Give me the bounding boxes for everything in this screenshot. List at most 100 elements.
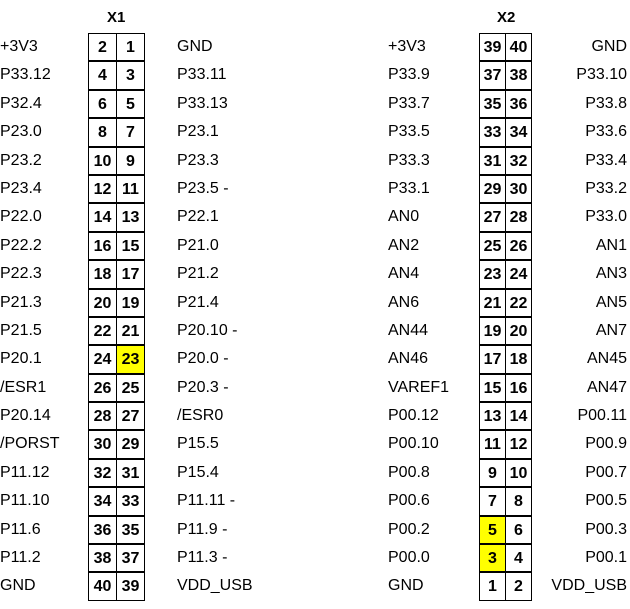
pin-number: 13 (479, 402, 506, 431)
pin-number: 6 (88, 89, 117, 119)
pin-row: AN0 27 28 P33.0 (384, 203, 630, 232)
pin-number: 30 (505, 174, 532, 204)
signal-label-left: GND (388, 577, 424, 595)
pin-row: AN2 25 26 AN1 (384, 231, 630, 261)
pin-number: 10 (505, 458, 532, 488)
pin-number: 21 (479, 288, 506, 317)
signal-label-left: /ESR1 (0, 378, 47, 396)
signal-label-right: P15.4 (177, 463, 219, 481)
pin-number: 21 (116, 316, 145, 346)
signal-label-left: P33.5 (388, 123, 430, 141)
pin-number: 9 (116, 146, 145, 175)
signal-label-right: AN5 (595, 293, 627, 311)
signal-label-left: AN44 (388, 321, 429, 339)
signal-label-right: P22.1 (177, 208, 219, 226)
pin-number: 12 (88, 174, 117, 204)
pin-number: 31 (116, 458, 145, 488)
signal-label-right: AN3 (595, 265, 627, 283)
pin-number: 36 (88, 515, 117, 545)
pin-number: 18 (88, 260, 117, 289)
pin-number: 20 (88, 288, 117, 317)
pin-number: 37 (479, 61, 506, 90)
pin-row: AN6 21 22 AN5 (384, 288, 630, 317)
signal-label-right: P33.4 (585, 151, 627, 169)
pin-number: 17 (479, 345, 506, 374)
pin-number: 7 (479, 487, 506, 516)
pin-row: P00.2 5 6 P00.3 (384, 515, 630, 545)
pin-number: 12 (505, 430, 532, 459)
signal-label-right: P00.11 (577, 407, 627, 425)
signal-label-left: /PORST (0, 435, 60, 453)
signal-label-left: P23.4 (0, 179, 42, 197)
signal-label-left: P33.3 (388, 151, 430, 169)
signal-label-right: P20.3 - (177, 378, 229, 396)
connector-x1-title: X1 (107, 9, 126, 26)
signal-label-left: GND (0, 577, 36, 595)
pin-number: 5 (116, 89, 145, 119)
pin-row: AN46 17 18 AN45 (384, 345, 630, 374)
signal-label-left: P23.2 (0, 151, 42, 169)
signal-label-left: P11.2 (0, 549, 41, 567)
pin-row: P33.12 4 3 P33.11 (0, 61, 262, 90)
signal-label-left: P23.0 (0, 123, 42, 141)
signal-label-right: P23.3 (177, 151, 219, 169)
pin-number: 2 (505, 572, 532, 601)
pin-row: AN4 23 24 AN3 (384, 260, 630, 289)
pin-row: P33.7 35 36 P33.8 (384, 89, 630, 119)
pin-number: 27 (116, 402, 145, 431)
signal-label-left: P33.9 (388, 66, 430, 84)
signal-label-left: +3V3 (0, 38, 38, 55)
pin-number: 25 (479, 231, 506, 261)
signal-label-left: +3V3 (388, 38, 426, 55)
signal-label-left: P20.14 (0, 407, 51, 425)
pin-number: 15 (116, 231, 145, 261)
signal-label-left: P00.12 (388, 407, 439, 425)
signal-label-left: P21.3 (0, 293, 42, 311)
pin-row: +3V3 2 1 GND (0, 33, 262, 62)
signal-label-right: P00.5 (585, 492, 627, 510)
signal-label-left: P00.2 (388, 520, 430, 538)
signal-label-right: P00.9 (585, 435, 627, 453)
pin-number: 31 (479, 146, 506, 175)
pin-number: 22 (505, 288, 532, 317)
pin-number: 40 (88, 572, 117, 601)
signal-label-right: P33.2 (585, 179, 627, 197)
pin-number: 26 (88, 373, 117, 403)
pin-number: 11 (116, 174, 145, 204)
pin-number: 33 (479, 118, 506, 147)
pin-number: 38 (88, 544, 117, 573)
signal-label-right: P11.9 - (177, 520, 228, 538)
signal-label-right: P11.3 - (177, 549, 228, 567)
signal-label-right: GND (591, 38, 627, 55)
signal-label-right: P23.1 (177, 123, 219, 141)
signal-label-right: P33.11 (177, 66, 227, 84)
signal-label-right: P20.0 - (177, 350, 229, 368)
pin-number: 3 (116, 61, 145, 90)
pin-number: 22 (88, 316, 117, 346)
pin-number: 14 (505, 402, 532, 431)
pin-number: 36 (505, 89, 532, 119)
pin-row: P00.6 7 8 P00.5 (384, 487, 630, 516)
signal-label-right: P11.11 - (177, 492, 236, 510)
signal-label-left: P11.6 (0, 520, 41, 538)
pin-number: 37 (116, 544, 145, 573)
pin-number: 28 (505, 203, 532, 232)
signal-label-left: VAREF1 (388, 378, 450, 396)
signal-label-right: VDD_USB (551, 577, 627, 595)
pin-row: AN44 19 20 AN7 (384, 316, 630, 346)
pin-number: 14 (88, 203, 117, 232)
signal-label-left: P00.10 (388, 435, 439, 453)
signal-label-right: AN1 (595, 236, 627, 254)
signal-label-left: P00.0 (388, 549, 430, 567)
pin-row: /PORST 30 29 P15.5 (0, 430, 262, 459)
signal-label-left: P22.2 (0, 236, 42, 254)
pin-row: GND 1 2 VDD_USB (384, 572, 630, 601)
pin-number: 25 (116, 373, 145, 403)
pin-row: P33.3 31 32 P33.4 (384, 146, 630, 175)
pin-number: 24 (505, 260, 532, 289)
pin-number: 13 (116, 203, 145, 232)
pin-number-highlighted: 23 (116, 345, 145, 374)
pin-row: P00.12 13 14 P00.11 (384, 402, 630, 431)
signal-label-right: P23.5 - (177, 179, 229, 197)
signal-label-right: AN7 (595, 321, 627, 339)
